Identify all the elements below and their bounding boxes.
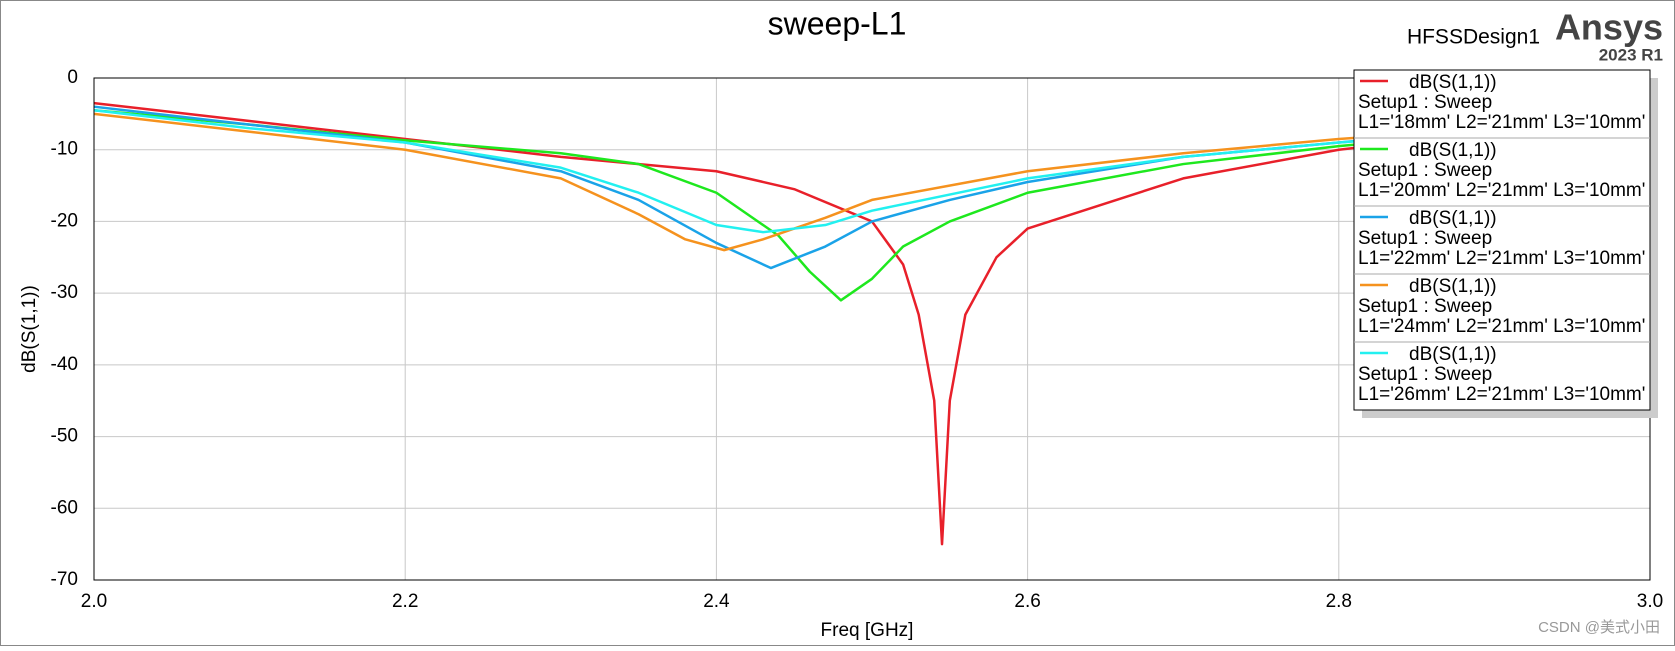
y-tick-label: -30	[51, 282, 78, 303]
x-tick-label: 3.0	[1637, 591, 1663, 612]
version: 2023 R1	[1599, 45, 1663, 64]
x-tick-label: 2.8	[1326, 591, 1352, 612]
legend-box	[1353, 69, 1651, 411]
legend-name: dB(S(1,1))	[1409, 208, 1497, 229]
legend-name: dB(S(1,1))	[1409, 276, 1497, 297]
y-tick-label: 0	[67, 67, 78, 88]
y-tick-label: -70	[51, 569, 78, 590]
chart-title: sweep-L1	[768, 5, 907, 41]
y-tick-label: -20	[51, 210, 78, 231]
series-line	[93, 101, 1651, 546]
brand: Ansys	[1555, 7, 1663, 48]
legend-setup: Setup1 : Sweep	[1358, 364, 1492, 385]
legend-name: dB(S(1,1))	[1409, 72, 1497, 93]
series-line	[93, 112, 1651, 252]
y-tick-label: -50	[51, 426, 78, 447]
y-tick-label: -10	[51, 139, 78, 160]
x-axis-label: Freq [GHz]	[821, 620, 914, 641]
legend-setup: Setup1 : Sweep	[1358, 296, 1492, 317]
legend-params: L1='20mm' L2='21mm' L3='10mm'	[1358, 180, 1645, 201]
series-line	[93, 109, 1651, 302]
legend-setup: Setup1 : Sweep	[1358, 92, 1492, 113]
y-axis-label: dB(S(1,1))	[19, 285, 40, 373]
design-name: HFSSDesign1	[1407, 26, 1540, 49]
series-line	[93, 109, 1651, 234]
legend-name: dB(S(1,1))	[1409, 344, 1497, 365]
legend-setup: Setup1 : Sweep	[1358, 228, 1492, 249]
legend-params: L1='18mm' L2='21mm' L3='10mm'	[1358, 112, 1645, 133]
legend-params: L1='26mm' L2='21mm' L3='10mm'	[1358, 384, 1645, 405]
legend-name: dB(S(1,1))	[1409, 140, 1497, 161]
y-tick-label: -40	[51, 354, 78, 375]
watermark: CSDN @美式小田	[1538, 619, 1660, 636]
x-tick-label: 2.2	[392, 591, 418, 612]
x-tick-label: 2.6	[1014, 591, 1040, 612]
y-tick-label: -60	[51, 497, 78, 518]
x-tick-label: 2.0	[81, 591, 107, 612]
legend-setup: Setup1 : Sweep	[1358, 160, 1492, 181]
x-tick-label: 2.4	[703, 591, 730, 612]
legend-params: L1='24mm' L2='21mm' L3='10mm'	[1358, 316, 1645, 337]
legend-params: L1='22mm' L2='21mm' L3='10mm'	[1358, 248, 1645, 269]
